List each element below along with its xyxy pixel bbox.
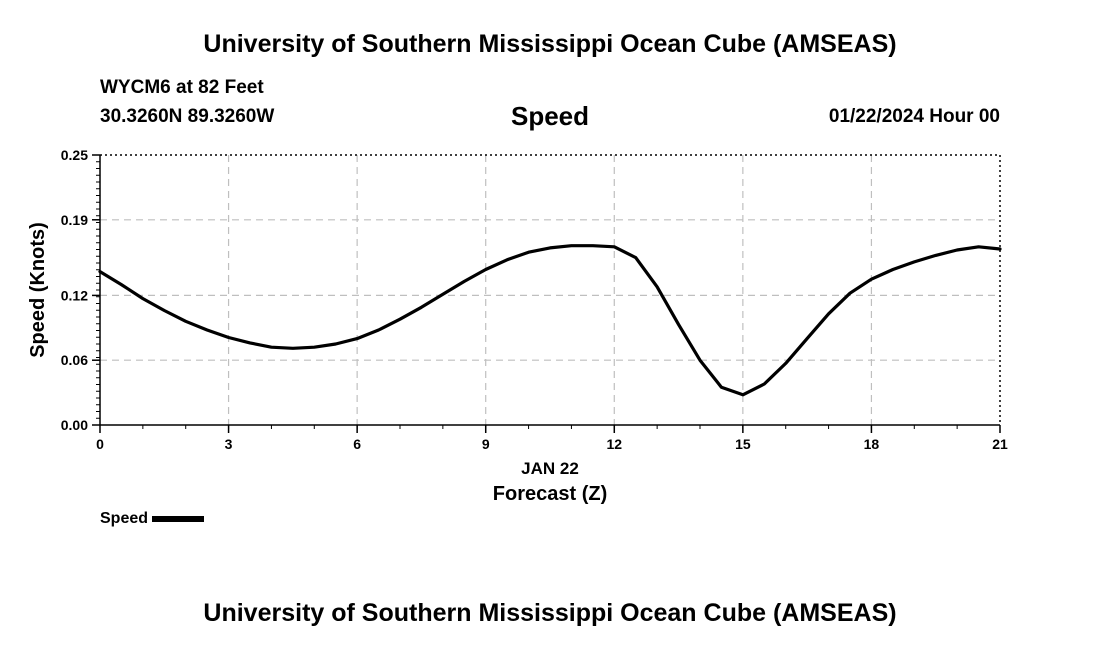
coordinates-label: 30.3260N 89.3260W bbox=[100, 106, 275, 127]
legend-swatch bbox=[152, 516, 205, 522]
plot-title: Speed bbox=[510, 101, 590, 131]
chart-title-bottom: University of Southern Mississippi Ocean… bbox=[203, 599, 897, 627]
y-tick-label: 0.06 bbox=[61, 352, 88, 368]
y-tick-label: 0.00 bbox=[61, 417, 88, 433]
y-tick-label: 0.25 bbox=[61, 147, 88, 163]
x-axis-label: Forecast (Z) bbox=[493, 483, 607, 505]
chart-title-top: University of Southern Mississippi Ocean… bbox=[203, 30, 897, 58]
legend-label: Speed bbox=[100, 510, 149, 527]
x-tick-label: 12 bbox=[606, 436, 622, 452]
forecast-datetime: 01/22/2024 Hour 00 bbox=[828, 106, 1000, 127]
y-axis-label: Speed (Knots) bbox=[27, 222, 49, 358]
x-tick-label: 0 bbox=[96, 436, 104, 452]
x-tick-label: 18 bbox=[864, 436, 880, 452]
y-tick-label: 0.19 bbox=[61, 212, 88, 228]
x-axis-date-label: JAN 22 bbox=[521, 459, 579, 478]
x-tick-label: 9 bbox=[482, 436, 490, 452]
x-tick-label: 6 bbox=[353, 436, 361, 452]
y-tick-label: 0.12 bbox=[61, 287, 88, 303]
x-tick-label: 15 bbox=[735, 436, 751, 452]
x-tick-label: 21 bbox=[992, 436, 1008, 452]
legend: Speed bbox=[100, 510, 205, 528]
x-tick-label: 3 bbox=[225, 436, 233, 452]
speed-series-line bbox=[98, 244, 1002, 397]
station-label: WYCM6 at 82 Feet bbox=[100, 77, 264, 98]
